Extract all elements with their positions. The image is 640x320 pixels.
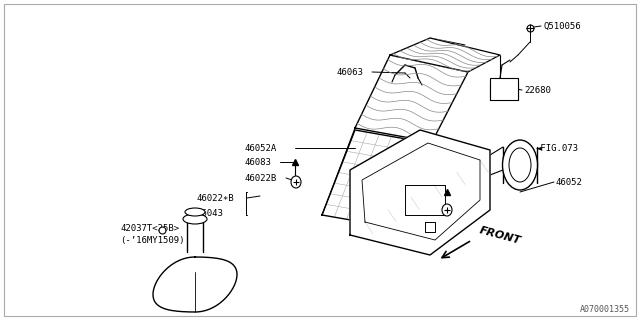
Polygon shape — [322, 130, 440, 230]
Text: 46043: 46043 — [196, 209, 223, 218]
Ellipse shape — [291, 176, 301, 188]
Text: 46022B: 46022B — [244, 173, 276, 182]
Text: ◄FIG.073: ◄FIG.073 — [536, 143, 579, 153]
Text: 46083: 46083 — [452, 189, 479, 198]
Text: 46022B: 46022B — [452, 205, 484, 214]
Text: 25B❘C5+U5: 25B❘C5+U5 — [430, 165, 478, 174]
Text: 46063: 46063 — [336, 68, 363, 76]
Polygon shape — [153, 257, 237, 312]
Text: 46052: 46052 — [556, 178, 583, 187]
Ellipse shape — [502, 140, 538, 190]
Polygon shape — [350, 130, 490, 255]
Text: 16546: 16546 — [430, 183, 457, 193]
Text: FRONT: FRONT — [478, 226, 522, 246]
Text: 46083: 46083 — [244, 157, 271, 166]
Text: Q510056: Q510056 — [543, 21, 580, 30]
Text: 22680: 22680 — [524, 85, 551, 94]
Ellipse shape — [185, 208, 205, 216]
Polygon shape — [355, 55, 468, 142]
Text: 42037T<25B>: 42037T<25B> — [120, 223, 179, 233]
Ellipse shape — [183, 214, 207, 224]
Text: 46022∗B: 46022∗B — [196, 194, 234, 203]
Ellipse shape — [509, 148, 531, 182]
Ellipse shape — [442, 204, 452, 216]
Polygon shape — [390, 38, 500, 72]
Text: 46052A: 46052A — [244, 143, 276, 153]
Text: A070001355: A070001355 — [580, 305, 630, 314]
Bar — [490, 78, 518, 100]
Text: (-’16MY1509): (-’16MY1509) — [120, 236, 184, 244]
